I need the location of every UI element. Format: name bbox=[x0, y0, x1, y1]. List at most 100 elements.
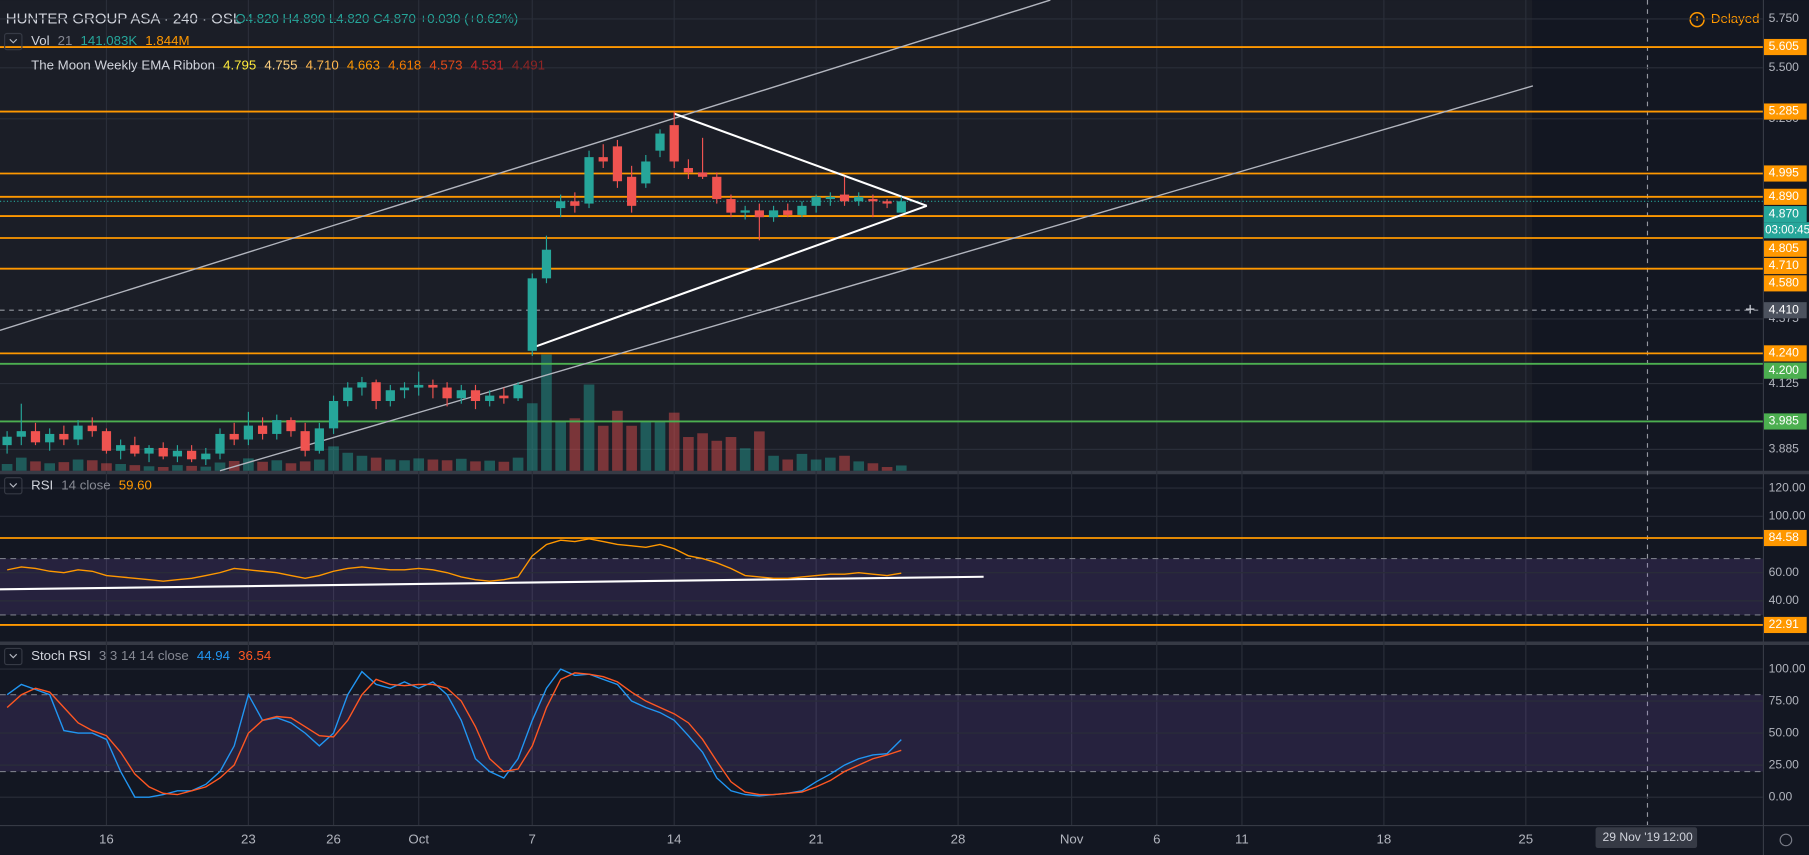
candle-body bbox=[385, 390, 395, 402]
axis-label-box bbox=[1764, 616, 1807, 634]
legend-text: 1.844M bbox=[145, 33, 189, 48]
volume-bar bbox=[839, 455, 850, 471]
volume-bar bbox=[683, 437, 694, 471]
legend-text: 4.573 bbox=[429, 57, 462, 72]
candle-body bbox=[811, 196, 821, 206]
volume-bar bbox=[583, 384, 595, 471]
candle-body bbox=[598, 157, 608, 162]
candle-body bbox=[612, 146, 623, 182]
volume-bar bbox=[654, 422, 666, 471]
volume-bar bbox=[668, 412, 680, 471]
legend-toggle[interactable] bbox=[4, 647, 23, 666]
candle-body bbox=[87, 425, 97, 432]
legend-toggle[interactable] bbox=[4, 32, 23, 51]
candle-body bbox=[144, 447, 154, 454]
y-tick-label: 5.750 bbox=[1769, 11, 1800, 25]
volume-bar bbox=[555, 422, 566, 471]
series-line bbox=[7, 538, 902, 582]
volume-bar bbox=[612, 410, 623, 471]
volume-bar bbox=[214, 462, 226, 471]
volume-bar bbox=[399, 460, 410, 471]
y-tick-label: 120.00 bbox=[1769, 480, 1806, 494]
axis-label: 5.605 bbox=[1769, 39, 1800, 53]
series-line bbox=[6, 672, 902, 796]
countdown: 03:00:45 bbox=[1765, 224, 1809, 236]
volume-bar bbox=[285, 463, 297, 471]
legend-text: 4.531 bbox=[471, 57, 504, 72]
volume-bar bbox=[782, 459, 794, 471]
candle-body bbox=[187, 450, 197, 460]
trendline bbox=[0, 0, 1051, 331]
candle-body bbox=[442, 387, 452, 399]
volume-bar bbox=[825, 457, 836, 471]
legend-text: 3 3 14 14 close bbox=[99, 648, 189, 663]
candle-body bbox=[470, 390, 481, 402]
candle-body bbox=[328, 401, 339, 429]
volume-bar bbox=[271, 460, 283, 471]
trendline bbox=[534, 204, 928, 348]
axis-label: 3.985 bbox=[1769, 414, 1800, 428]
volume-bar bbox=[15, 457, 27, 471]
volume-bar bbox=[895, 465, 907, 471]
volume-bar bbox=[455, 458, 467, 471]
y-tick-label: 4.125 bbox=[1769, 376, 1800, 390]
trendline bbox=[673, 112, 928, 207]
candle-body bbox=[16, 431, 26, 437]
candle-body bbox=[428, 384, 438, 388]
crosshair-date: 29 Nov '19 bbox=[1602, 830, 1660, 844]
volume-bar bbox=[30, 461, 41, 471]
candle-body bbox=[839, 194, 850, 202]
axis-label: 4.580 bbox=[1769, 276, 1800, 290]
candle-body bbox=[371, 382, 381, 402]
crosshair-time-box bbox=[1595, 827, 1698, 849]
y-tick-label: 40.00 bbox=[1769, 593, 1800, 607]
candle-body bbox=[825, 196, 835, 200]
x-tick-label: 26 bbox=[326, 831, 341, 846]
volume-bar bbox=[541, 354, 552, 471]
x-tick-label: 23 bbox=[241, 831, 256, 846]
x-tick-label: 28 bbox=[951, 831, 966, 846]
candle-body bbox=[712, 176, 722, 200]
volume-bar bbox=[597, 425, 609, 471]
candle-body bbox=[399, 387, 410, 391]
candle-body bbox=[570, 201, 580, 206]
crosshair-time: 12:00 bbox=[1662, 830, 1693, 844]
axis-label: 84.58 bbox=[1769, 530, 1800, 544]
candle-body bbox=[343, 387, 353, 402]
legend-text: 141.083K bbox=[80, 33, 137, 48]
volume-bar bbox=[768, 455, 779, 471]
volume-bar bbox=[257, 461, 268, 471]
volume-bar bbox=[356, 455, 368, 471]
candle-body bbox=[797, 205, 807, 215]
candle-body bbox=[243, 425, 254, 440]
axis-label: 4.240 bbox=[1769, 346, 1800, 360]
legend-text: RSI bbox=[31, 477, 53, 492]
volume-bar bbox=[86, 460, 98, 471]
volume-bar bbox=[484, 460, 496, 471]
legend-text: 4.491 bbox=[512, 57, 545, 72]
candle-body bbox=[201, 453, 211, 460]
axis-label: 22.91 bbox=[1769, 617, 1800, 631]
legend-text: 44.94 bbox=[197, 648, 230, 663]
volume-bar bbox=[101, 463, 112, 471]
x-tick-label: 18 bbox=[1377, 831, 1392, 846]
axis-label-box bbox=[1764, 302, 1807, 319]
crosshair-plus: + bbox=[1745, 299, 1755, 319]
x-tick-label: Oct bbox=[408, 831, 429, 846]
volume-bar bbox=[129, 465, 141, 471]
y-tick-label: 0.00 bbox=[1769, 789, 1793, 803]
legend-chevron bbox=[9, 653, 18, 659]
volume-bar bbox=[725, 437, 737, 471]
legend-toggle[interactable] bbox=[4, 477, 23, 495]
candle-body bbox=[73, 425, 83, 440]
axis-label: 4.410 bbox=[1769, 302, 1800, 316]
volume-bar bbox=[243, 458, 254, 471]
volume-bar bbox=[143, 466, 155, 471]
settings-icon[interactable] bbox=[1779, 833, 1793, 847]
trendline bbox=[0, 575, 984, 591]
x-tick-label: 7 bbox=[529, 831, 536, 846]
candle-body bbox=[101, 431, 112, 451]
candle-body bbox=[854, 196, 864, 202]
